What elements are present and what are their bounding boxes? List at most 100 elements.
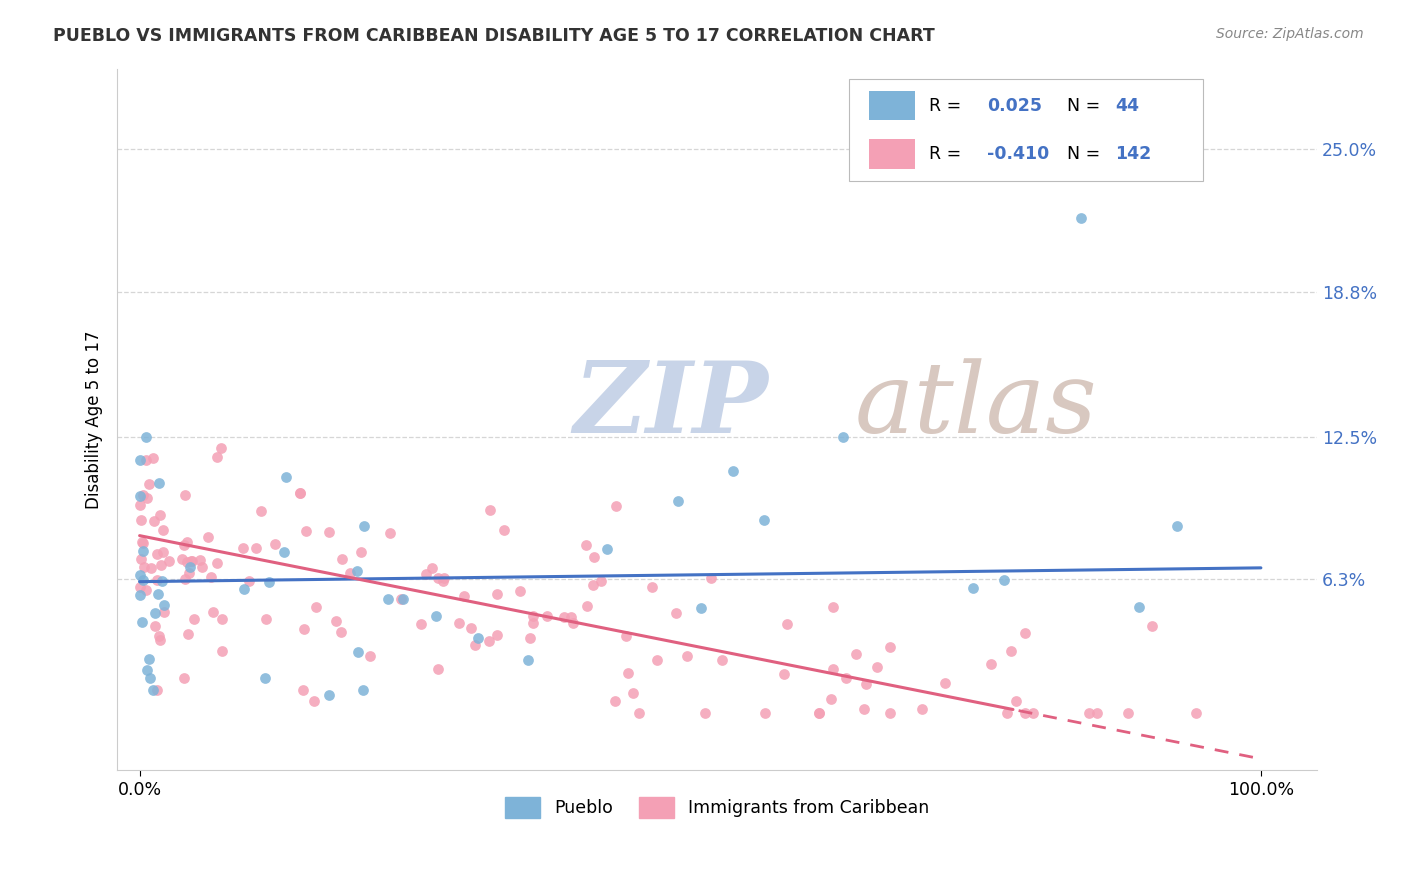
Point <box>146 587 169 601</box>
Point <box>1070 211 1092 225</box>
Point <box>135 453 157 467</box>
Point <box>426 662 449 676</box>
Point <box>576 599 599 614</box>
Point <box>149 558 172 573</box>
Point <box>820 691 842 706</box>
Point <box>855 677 877 691</box>
Point <box>292 622 315 636</box>
Point <box>453 589 475 603</box>
Point <box>207 556 229 570</box>
Point <box>352 682 374 697</box>
Point <box>132 544 155 558</box>
Bar <box>869 139 915 169</box>
Point <box>330 624 353 639</box>
Point <box>485 628 508 642</box>
Point <box>835 671 858 685</box>
Point <box>1077 706 1099 720</box>
Point <box>138 652 160 666</box>
Point <box>627 706 650 720</box>
Point <box>582 578 605 592</box>
Point <box>1085 706 1108 720</box>
Point <box>143 514 166 528</box>
Point <box>519 631 541 645</box>
Point <box>776 617 799 632</box>
Point <box>129 498 152 512</box>
Point <box>232 582 254 596</box>
Point <box>754 706 776 720</box>
Point <box>129 568 152 582</box>
Point <box>675 649 697 664</box>
Point <box>173 538 195 552</box>
Point <box>460 621 482 635</box>
Point <box>128 489 150 503</box>
Point <box>135 583 157 598</box>
Point <box>131 615 153 629</box>
Point <box>832 430 855 444</box>
Point <box>467 632 489 646</box>
Point <box>700 571 723 585</box>
Text: R =: R = <box>929 96 967 115</box>
Text: 142: 142 <box>1115 145 1152 163</box>
Point <box>353 518 375 533</box>
Point <box>536 609 558 624</box>
Point <box>422 561 444 575</box>
Point <box>181 554 204 568</box>
Point <box>807 706 830 720</box>
Point <box>211 612 233 626</box>
Point <box>136 491 159 506</box>
Point <box>509 583 531 598</box>
Point <box>139 561 162 575</box>
Point <box>330 552 353 566</box>
Point <box>132 536 155 550</box>
Point <box>962 581 984 595</box>
Point <box>522 608 544 623</box>
Point <box>645 653 668 667</box>
Point <box>145 682 167 697</box>
Text: atlas: atlas <box>855 358 1098 453</box>
Point <box>821 662 844 676</box>
Point <box>378 526 401 541</box>
Point <box>1004 694 1026 708</box>
Point <box>690 601 713 615</box>
Point <box>254 671 277 685</box>
Point <box>149 508 172 522</box>
Point <box>664 606 686 620</box>
Point <box>879 706 901 720</box>
Point <box>274 470 297 484</box>
Point <box>1166 519 1188 533</box>
Point <box>492 524 515 538</box>
Text: ZIP: ZIP <box>574 357 768 454</box>
Point <box>179 560 201 574</box>
Point <box>205 450 228 465</box>
Point <box>575 538 598 552</box>
Point <box>188 552 211 566</box>
Text: R =: R = <box>929 145 967 163</box>
Point <box>807 706 830 720</box>
Point <box>621 686 644 700</box>
Bar <box>869 91 915 120</box>
Point <box>142 451 165 466</box>
Point <box>146 547 169 561</box>
Point <box>134 560 156 574</box>
Point <box>478 633 501 648</box>
Y-axis label: Disability Age 5 to 17: Disability Age 5 to 17 <box>86 330 103 508</box>
Point <box>845 648 868 662</box>
Point <box>349 545 371 559</box>
Point <box>560 609 582 624</box>
Point <box>148 629 170 643</box>
Point <box>129 552 152 566</box>
Point <box>294 524 316 539</box>
Point <box>605 499 627 513</box>
Point <box>721 464 744 478</box>
Text: 44: 44 <box>1115 96 1139 115</box>
Point <box>149 633 172 648</box>
Point <box>202 605 225 619</box>
Point <box>177 627 200 641</box>
Point <box>209 441 232 455</box>
Point <box>128 588 150 602</box>
Point <box>464 638 486 652</box>
Point <box>288 486 311 500</box>
Point <box>197 530 219 544</box>
Point <box>1128 600 1150 615</box>
Point <box>432 574 454 588</box>
